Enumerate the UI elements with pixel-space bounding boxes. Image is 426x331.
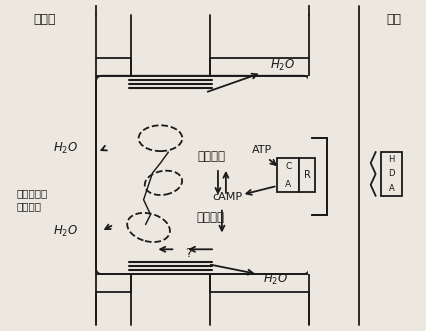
Text: A: A	[285, 180, 291, 189]
Text: $H_2O$: $H_2O$	[53, 141, 78, 156]
Text: 小泡内移: 小泡内移	[17, 202, 42, 212]
Text: $H_2O$: $H_2O$	[269, 58, 294, 73]
Text: A: A	[388, 184, 394, 193]
Text: H: H	[387, 155, 394, 164]
Text: ?: ?	[184, 247, 191, 260]
Text: cAMP: cAMP	[212, 192, 242, 202]
Bar	[299, 158, 314, 192]
Bar	[308, 76, 311, 274]
Text: D: D	[387, 169, 394, 178]
Text: 磷酸蛋白: 磷酸蛋白	[196, 211, 224, 224]
Text: 含水通道的: 含水通道的	[17, 188, 48, 198]
FancyBboxPatch shape	[96, 76, 308, 274]
Text: $H_2O$: $H_2O$	[262, 271, 287, 287]
Text: 血浆: 血浆	[385, 13, 400, 26]
Text: C: C	[285, 162, 291, 171]
Text: R: R	[303, 170, 310, 180]
Text: 小管液: 小管液	[34, 13, 56, 26]
Bar	[277, 158, 299, 192]
Text: 蛋白激酶: 蛋白激酶	[196, 150, 225, 163]
Text: ATP: ATP	[251, 145, 271, 155]
Bar	[380, 152, 401, 196]
Text: $H_2O$: $H_2O$	[53, 224, 78, 239]
